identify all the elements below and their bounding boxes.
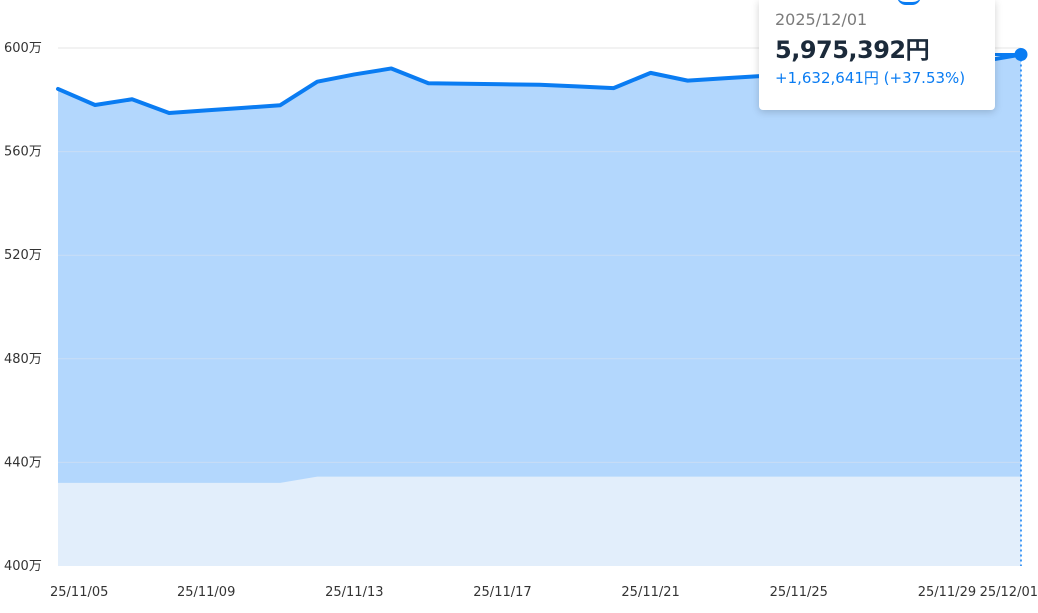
- y-tick-label: 520万: [4, 248, 42, 263]
- value-tooltip: 2025/12/01 5,975,392円 +1,632,641円 (+37.5…: [759, 0, 995, 110]
- y-tick-label: 560万: [4, 145, 42, 160]
- x-tick-label: 25/11/13: [325, 585, 383, 600]
- x-tick-label: 25/11/29: [918, 585, 976, 600]
- y-tick-label: 600万: [4, 41, 42, 56]
- x-tick-label: 25/11/21: [621, 585, 679, 600]
- tooltip-accent-arc: [897, 0, 921, 5]
- x-tick-label: 25/11/09: [177, 585, 235, 600]
- tooltip-value: 5,975,392円: [775, 36, 930, 64]
- x-tick-label: 25/12/01: [980, 585, 1038, 600]
- x-tick-label: 25/11/05: [50, 585, 108, 600]
- y-tick-label: 400万: [4, 559, 42, 574]
- y-axis: 400万 440万 480万 520万 560万 600万: [4, 41, 42, 574]
- chart-grid: [58, 47, 1021, 463]
- x-tick-label: 25/11/17: [473, 585, 531, 600]
- hover-point: [1014, 47, 1028, 61]
- y-tick-label: 480万: [4, 352, 42, 367]
- chart-base-layer: [58, 54, 1021, 566]
- tooltip-change: +1,632,641円 (+37.53%): [775, 69, 966, 87]
- hover-cursor: [995, 47, 1028, 566]
- y-tick-label: 440万: [4, 455, 42, 470]
- base-area-fill: [58, 476, 1021, 566]
- series-area-fill: [58, 54, 1021, 566]
- x-tick-label: 25/11/25: [770, 585, 828, 600]
- tooltip-date: 2025/12/01: [775, 10, 868, 29]
- x-axis: 25/11/05 25/11/09 25/11/13 25/11/17 25/11/21…: [50, 585, 1038, 600]
